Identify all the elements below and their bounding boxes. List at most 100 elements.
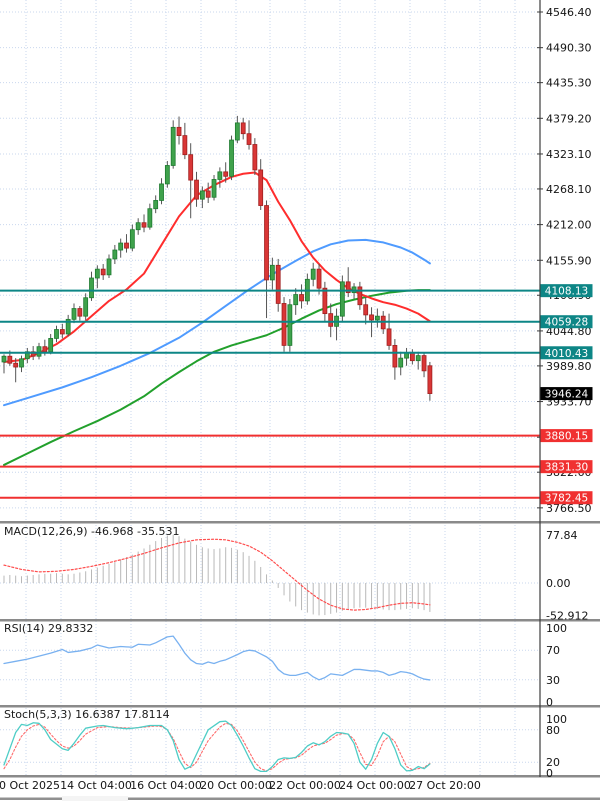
time-axis-label: 27 Oct 20:00 (409, 779, 481, 792)
bear-candle (223, 171, 229, 177)
bull-candle (153, 200, 159, 210)
rsi-line (3, 635, 431, 681)
stoch-d-line (3, 722, 431, 772)
bear-candle (316, 268, 322, 289)
rsi-scale-label: 30 (546, 674, 560, 687)
stoch-indicator-label: Stoch(5,3,3) 16.6387 17.8114 (4, 708, 170, 721)
price-tick-label: 4212.00 (546, 219, 592, 232)
bull-candle (229, 139, 234, 177)
current-price-badge-label: 3946.24 (545, 389, 589, 401)
stoch-scale-label: 20 (546, 756, 560, 769)
bear-candle (264, 205, 269, 281)
scrollbar-thumb[interactable] (62, 796, 128, 801)
resistance-level-badge-label: 4108.13 (545, 286, 588, 298)
bear-candle (77, 308, 83, 317)
support-level-badge-label: 3782.45 (545, 493, 588, 505)
bear-candle (42, 346, 48, 353)
bull-candle (269, 264, 275, 281)
slow-ma-green-line (3, 289, 431, 466)
panel-separator (0, 775, 600, 778)
support-level-badge[interactable] (540, 429, 593, 443)
bull-candle (147, 208, 153, 228)
resistance-level-badge[interactable] (540, 315, 593, 329)
panel-separator (0, 705, 600, 708)
support-level-badge[interactable] (540, 491, 593, 505)
scrollbar-track-right[interactable] (128, 797, 600, 801)
bear-candle (363, 304, 369, 316)
bear-candle (124, 242, 129, 249)
price-tick-label: 4379.20 (546, 112, 592, 125)
resistance-level-badge[interactable] (540, 284, 593, 298)
bear-candle (13, 362, 19, 368)
bull-candle (211, 179, 217, 198)
price-tick-label: 4323.10 (546, 148, 592, 161)
price-tick-label: 3766.50 (546, 502, 592, 515)
bull-candle (48, 338, 54, 353)
bear-candle (392, 345, 398, 368)
rsi-scale-label: 100 (546, 622, 567, 635)
bull-candle (374, 315, 380, 321)
bull-candle (287, 304, 293, 346)
price-tick-label: 4490.30 (546, 42, 592, 55)
bull-candle (94, 268, 100, 279)
bear-candle (188, 154, 194, 181)
bear-candle (357, 286, 363, 306)
bear-candle (409, 352, 415, 362)
bull-candle (65, 318, 71, 335)
panel-separator (0, 619, 600, 622)
stoch-scale-label: 100 (546, 713, 567, 726)
bull-candle (106, 258, 112, 276)
bull-candle (339, 281, 345, 317)
macd-scale-label: 77.84 (546, 529, 578, 542)
bear-candle (194, 179, 199, 200)
bear-candle (258, 169, 264, 206)
bull-candle (310, 268, 316, 280)
time-axis-label: 20 Oct 00:00 (200, 779, 272, 792)
bear-candle (176, 126, 182, 136)
bear-candle (141, 222, 147, 228)
bear-candle (182, 135, 188, 156)
bear-candle (246, 133, 252, 145)
time-axis-label: 24 Oct 00:00 (339, 779, 411, 792)
bull-candle (71, 308, 77, 320)
time-axis-label: 22 Oct 00:00 (269, 779, 341, 792)
bull-candle (89, 277, 94, 299)
bull-candle (415, 355, 421, 362)
macd-signal-line (3, 538, 431, 611)
price-tick-label: 4546.40 (546, 6, 592, 19)
stoch-scale-label: 0 (546, 767, 553, 780)
bull-candle (404, 352, 409, 359)
support-level-badge[interactable] (540, 460, 593, 474)
bull-candle (164, 165, 170, 185)
bull-candle (112, 249, 118, 260)
bear-candle (252, 144, 258, 171)
price-tick-label: 4268.10 (546, 183, 592, 196)
bear-candle (281, 303, 287, 346)
bull-candle (36, 346, 42, 357)
macd-scale-label: -52.912 (546, 610, 588, 623)
support-level-badge-label: 3880.15 (545, 431, 588, 443)
scrollbar-track-left[interactable] (0, 797, 62, 801)
resistance-level-badge-label: 4059.28 (545, 317, 588, 329)
bull-candle (1, 355, 7, 363)
bear-candle (7, 355, 13, 364)
resistance-level-badge[interactable] (540, 346, 593, 360)
stoch-k-line (3, 720, 431, 773)
bear-candle (369, 314, 374, 321)
current-price-badge (540, 387, 593, 401)
panel-separator (0, 521, 600, 524)
bear-candle (100, 268, 106, 276)
bull-candle (234, 122, 240, 141)
price-tick-label: 3989.80 (546, 360, 592, 373)
bear-candle (275, 264, 281, 304)
time-axis-label: 14 Oct 04:00 (60, 779, 132, 792)
bear-candle (240, 122, 246, 135)
rsi-scale-label: 0 (546, 696, 553, 709)
price-tick-label: 4435.30 (546, 77, 592, 90)
bear-candle (345, 281, 351, 294)
bull-candle (293, 294, 299, 306)
bear-candle (322, 287, 328, 315)
